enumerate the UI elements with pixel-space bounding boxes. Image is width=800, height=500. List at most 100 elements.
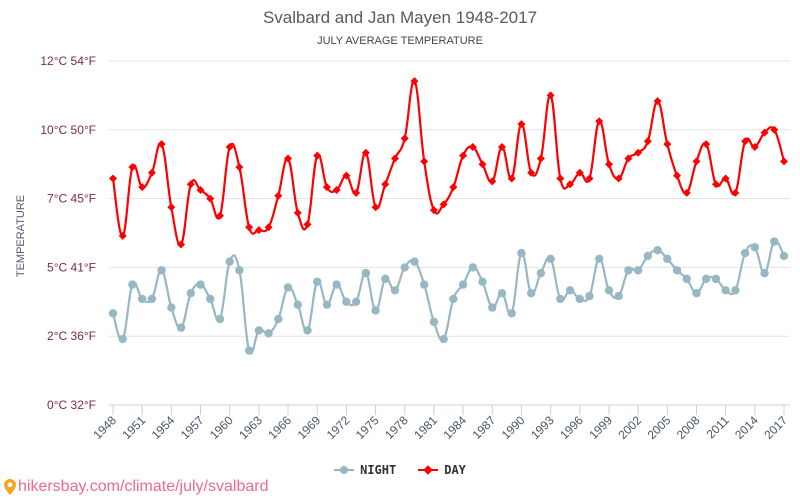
- night-point[interactable]: [419, 280, 429, 289]
- day-point[interactable]: [177, 240, 186, 249]
- day-point[interactable]: [497, 143, 506, 151]
- night-point[interactable]: [293, 300, 302, 309]
- day-point[interactable]: [634, 148, 643, 157]
- day-point[interactable]: [536, 154, 545, 163]
- day-point[interactable]: [429, 206, 438, 215]
- day-point[interactable]: [157, 140, 166, 149]
- day-point[interactable]: [731, 188, 740, 197]
- night-point[interactable]: [225, 257, 234, 266]
- night-point[interactable]: [488, 303, 497, 312]
- day-point[interactable]: [391, 154, 400, 163]
- day-point[interactable]: [206, 194, 215, 203]
- day-point[interactable]: [566, 180, 575, 189]
- night-point[interactable]: [118, 334, 127, 344]
- night-point[interactable]: [429, 317, 439, 327]
- day-point[interactable]: [741, 137, 750, 146]
- night-point[interactable]: [351, 297, 361, 306]
- day-point[interactable]: [225, 143, 234, 151]
- night-point[interactable]: [526, 289, 536, 298]
- night-point[interactable]: [536, 268, 546, 278]
- day-point[interactable]: [128, 163, 137, 172]
- night-point[interactable]: [137, 294, 147, 304]
- night-point[interactable]: [176, 323, 186, 332]
- night-point[interactable]: [235, 266, 244, 275]
- night-point[interactable]: [244, 346, 254, 355]
- source-link[interactable]: hikersbay.com/climate/july/svalbard: [4, 478, 268, 496]
- night-point[interactable]: [750, 243, 760, 252]
- night-point[interactable]: [361, 268, 371, 278]
- day-point[interactable]: [410, 77, 419, 86]
- night-point[interactable]: [128, 280, 137, 289]
- day-point[interactable]: [702, 140, 711, 149]
- day-point[interactable]: [342, 171, 351, 180]
- night-point[interactable]: [332, 280, 341, 289]
- night-point[interactable]: [206, 294, 215, 304]
- day-point[interactable]: [381, 180, 390, 189]
- day-point[interactable]: [254, 226, 263, 235]
- night-point[interactable]: [313, 277, 322, 286]
- night-point[interactable]: [167, 303, 176, 312]
- night-point[interactable]: [303, 326, 312, 335]
- day-point[interactable]: [332, 186, 341, 194]
- day-point[interactable]: [692, 157, 701, 166]
- night-point[interactable]: [779, 251, 789, 261]
- night-point[interactable]: [575, 294, 584, 304]
- day-point[interactable]: [507, 174, 516, 183]
- day-point[interactable]: [293, 208, 302, 217]
- night-point[interactable]: [283, 283, 293, 292]
- day-point[interactable]: [400, 134, 409, 143]
- night-point[interactable]: [274, 314, 283, 324]
- day-point[interactable]: [575, 168, 584, 177]
- night-point[interactable]: [322, 300, 332, 309]
- night-point[interactable]: [624, 266, 633, 275]
- night-point[interactable]: [400, 263, 409, 272]
- day-point[interactable]: [556, 174, 565, 183]
- day-point[interactable]: [721, 174, 730, 183]
- day-point[interactable]: [361, 148, 370, 157]
- day-point[interactable]: [118, 231, 127, 240]
- day-point[interactable]: [614, 174, 623, 183]
- night-point[interactable]: [711, 274, 721, 284]
- day-point[interactable]: [780, 157, 788, 166]
- night-point[interactable]: [653, 246, 662, 255]
- night-point[interactable]: [565, 286, 575, 295]
- night-point[interactable]: [604, 286, 614, 295]
- night-point[interactable]: [760, 268, 769, 278]
- day-point[interactable]: [468, 143, 477, 151]
- day-point[interactable]: [420, 157, 429, 166]
- day-point[interactable]: [186, 180, 195, 189]
- night-point[interactable]: [254, 326, 264, 335]
- day-point[interactable]: [109, 174, 117, 183]
- day-point[interactable]: [711, 180, 720, 189]
- legend-item-day[interactable]: DAY: [418, 463, 466, 477]
- day-point[interactable]: [663, 140, 672, 149]
- day-point[interactable]: [449, 183, 458, 192]
- night-point[interactable]: [721, 286, 730, 295]
- night-point[interactable]: [740, 248, 750, 258]
- day-point[interactable]: [371, 203, 380, 212]
- night-point[interactable]: [108, 309, 118, 318]
- day-point[interactable]: [478, 160, 487, 169]
- day-point[interactable]: [459, 151, 468, 160]
- day-point[interactable]: [750, 143, 759, 151]
- night-point[interactable]: [410, 257, 419, 266]
- night-point[interactable]: [546, 254, 555, 263]
- day-point[interactable]: [313, 151, 322, 160]
- day-point[interactable]: [585, 174, 594, 183]
- night-point[interactable]: [702, 274, 711, 284]
- day-point[interactable]: [284, 154, 293, 163]
- night-point[interactable]: [439, 334, 448, 344]
- night-point[interactable]: [770, 237, 779, 246]
- night-point[interactable]: [381, 274, 390, 284]
- day-point[interactable]: [245, 223, 254, 232]
- day-point[interactable]: [235, 163, 244, 172]
- night-point[interactable]: [692, 289, 701, 298]
- day-point[interactable]: [215, 211, 224, 220]
- night-point[interactable]: [497, 289, 507, 298]
- night-point[interactable]: [371, 306, 380, 315]
- night-point[interactable]: [585, 291, 594, 301]
- day-point[interactable]: [682, 188, 691, 197]
- day-point[interactable]: [604, 160, 613, 169]
- day-point[interactable]: [488, 177, 497, 186]
- day-point[interactable]: [760, 128, 769, 137]
